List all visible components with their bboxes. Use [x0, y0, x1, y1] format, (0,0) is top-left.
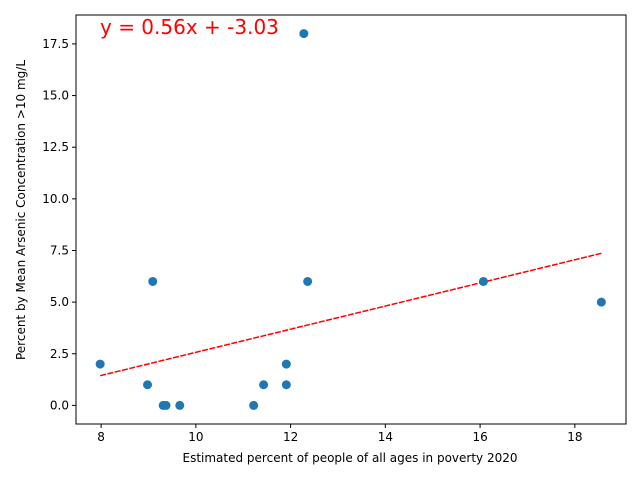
x-tick-label: 18	[567, 430, 582, 444]
regression-equation-annotation: y = 0.56x + -3.03	[100, 15, 279, 39]
data-point	[299, 29, 309, 39]
y-axis-ticks: 0.0 2.5 5.0 7.5 10.0 12.5 15.0 17.5	[42, 37, 76, 412]
x-tick-label: 12	[283, 430, 298, 444]
data-point	[161, 400, 171, 410]
data-point	[95, 359, 105, 369]
x-axis-ticks: 8 10 12 14 16 18	[97, 424, 582, 444]
y-tick-label: 10.0	[42, 192, 69, 206]
y-tick-label: 7.5	[50, 243, 69, 257]
y-axis-label: Percent by Mean Arsenic Concentration >1…	[14, 60, 28, 360]
data-point	[259, 380, 269, 390]
y-tick-label: 12.5	[42, 140, 69, 154]
data-points	[95, 29, 606, 410]
data-point	[303, 276, 313, 286]
y-tick-label: 5.0	[50, 295, 69, 309]
y-tick-label: 0.0	[50, 398, 69, 412]
data-point	[175, 400, 185, 410]
y-tick-label: 2.5	[50, 347, 69, 361]
data-point	[143, 380, 153, 390]
plot-area	[75, 14, 627, 425]
trendline-group	[99, 252, 602, 377]
data-point	[281, 359, 291, 369]
y-tick-label: 17.5	[42, 37, 69, 51]
data-point	[478, 276, 488, 286]
data-point	[281, 380, 291, 390]
x-axis-label: Estimated percent of people of all ages …	[182, 451, 517, 465]
x-tick-label: 14	[378, 430, 393, 444]
axes-frame	[75, 14, 627, 425]
trendline	[99, 252, 602, 377]
data-point	[596, 297, 606, 307]
data-point	[148, 276, 158, 286]
y-tick-label: 15.0	[42, 89, 69, 103]
x-tick-label: 16	[472, 430, 487, 444]
x-tick-label: 10	[188, 430, 203, 444]
x-tick-label: 8	[97, 430, 105, 444]
data-point	[249, 400, 259, 410]
